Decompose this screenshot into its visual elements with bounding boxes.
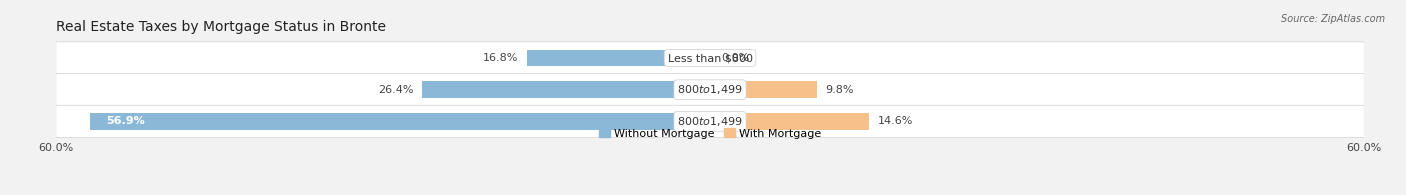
Text: 14.6%: 14.6%	[877, 116, 914, 126]
Text: Source: ZipAtlas.com: Source: ZipAtlas.com	[1281, 14, 1385, 24]
Legend: Without Mortgage, With Mortgage: Without Mortgage, With Mortgage	[595, 124, 825, 143]
FancyBboxPatch shape	[56, 74, 1364, 106]
Text: 0.0%: 0.0%	[721, 53, 749, 63]
Bar	[527, 50, 710, 66]
Text: 56.9%: 56.9%	[107, 116, 145, 126]
Text: Real Estate Taxes by Mortgage Status in Bronte: Real Estate Taxes by Mortgage Status in …	[56, 20, 387, 34]
Text: 26.4%: 26.4%	[378, 85, 413, 95]
FancyBboxPatch shape	[56, 42, 1364, 74]
Text: $800 to $1,499: $800 to $1,499	[678, 115, 742, 128]
Bar	[710, 113, 869, 130]
Bar	[710, 82, 817, 98]
Text: Less than $800: Less than $800	[668, 53, 752, 63]
Text: 9.8%: 9.8%	[825, 85, 853, 95]
FancyBboxPatch shape	[56, 105, 1364, 137]
Bar	[90, 113, 710, 130]
Bar	[422, 82, 710, 98]
Text: $800 to $1,499: $800 to $1,499	[678, 83, 742, 96]
Text: 16.8%: 16.8%	[482, 53, 519, 63]
